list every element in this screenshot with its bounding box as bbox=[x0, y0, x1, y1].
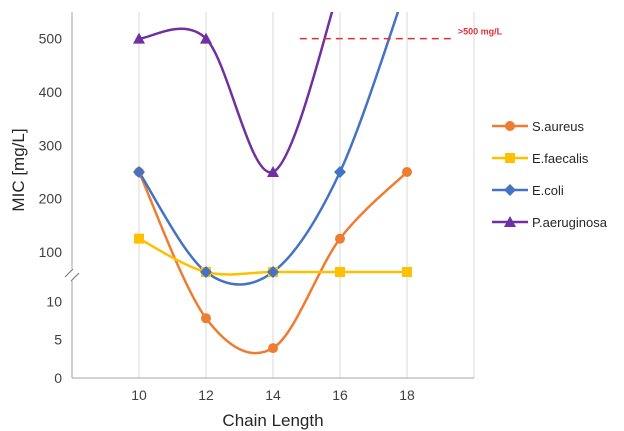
y-tick-label: 0 bbox=[54, 370, 62, 386]
data-point-e-faecalis bbox=[134, 233, 144, 244]
threshold-annotation: >500 mg/L bbox=[299, 27, 503, 40]
legend: S.aureus E.faecalis E.coli P.aeruginosa bbox=[492, 119, 608, 230]
legend-marker-e-faecalis bbox=[505, 153, 515, 163]
axis-break-gap bbox=[64, 269, 80, 281]
x-tick-label: 14 bbox=[265, 387, 281, 403]
x-tick-label: 16 bbox=[332, 387, 348, 403]
data-point-e-coli bbox=[267, 266, 279, 278]
axis-break-mark bbox=[70, 272, 80, 282]
y-axis-title: MIC [mg/L] bbox=[9, 128, 28, 211]
data-point-p-aeruginosa bbox=[200, 32, 212, 44]
series-line-e-coli bbox=[137, 12, 400, 286]
data-point-s-aureus bbox=[268, 343, 278, 354]
legend-marker-e-coli bbox=[504, 184, 516, 196]
axis-break-mark bbox=[64, 268, 74, 278]
series-line-p-aeruginosa bbox=[137, 12, 334, 174]
legend-label-e-faecalis: E.faecalis bbox=[532, 151, 589, 166]
y-tick-label: 100 bbox=[39, 244, 63, 260]
axes: 0 5 10 100 200 300 400 500 10 12 14 16 18 bbox=[39, 12, 474, 403]
legend-marker-p-aeruginosa bbox=[504, 216, 516, 227]
x-axis-title: Chain Length bbox=[222, 411, 323, 430]
data-point-p-aeruginosa bbox=[267, 166, 279, 177]
threshold-label: >500 mg/L bbox=[458, 27, 503, 37]
data-point-e-faecalis bbox=[335, 267, 345, 277]
legend-label-e-coli: E.coli bbox=[532, 183, 564, 198]
axis-labels: MIC [mg/L] Chain Length bbox=[9, 128, 324, 430]
y-tick-label: 10 bbox=[46, 293, 62, 309]
data-point-s-aureus bbox=[402, 167, 412, 177]
legend-label-p-aeruginosa: P.aeruginosa bbox=[532, 215, 608, 230]
series-markers bbox=[133, 32, 412, 354]
y-tick-label: 5 bbox=[54, 332, 62, 348]
legend-marker-s-aureus bbox=[505, 121, 515, 131]
y-tick-label: 400 bbox=[39, 84, 63, 100]
vertical-gridlines bbox=[71, 12, 475, 378]
y-tick-label: 500 bbox=[39, 31, 63, 47]
y-tick-label: 200 bbox=[39, 191, 63, 207]
x-tick-label: 18 bbox=[399, 387, 415, 403]
legend-label-s-aureus: S.aureus bbox=[532, 119, 585, 134]
data-point-e-coli bbox=[334, 166, 346, 178]
x-tick-label: 10 bbox=[131, 387, 147, 403]
y-tick-label: 300 bbox=[39, 137, 63, 153]
data-point-e-coli bbox=[133, 166, 145, 178]
data-point-s-aureus bbox=[201, 313, 211, 324]
x-tick-label: 12 bbox=[198, 387, 214, 403]
data-point-s-aureus bbox=[335, 233, 345, 244]
data-point-p-aeruginosa bbox=[133, 32, 145, 44]
data-point-e-coli bbox=[200, 266, 212, 278]
data-point-e-faecalis bbox=[402, 267, 412, 277]
